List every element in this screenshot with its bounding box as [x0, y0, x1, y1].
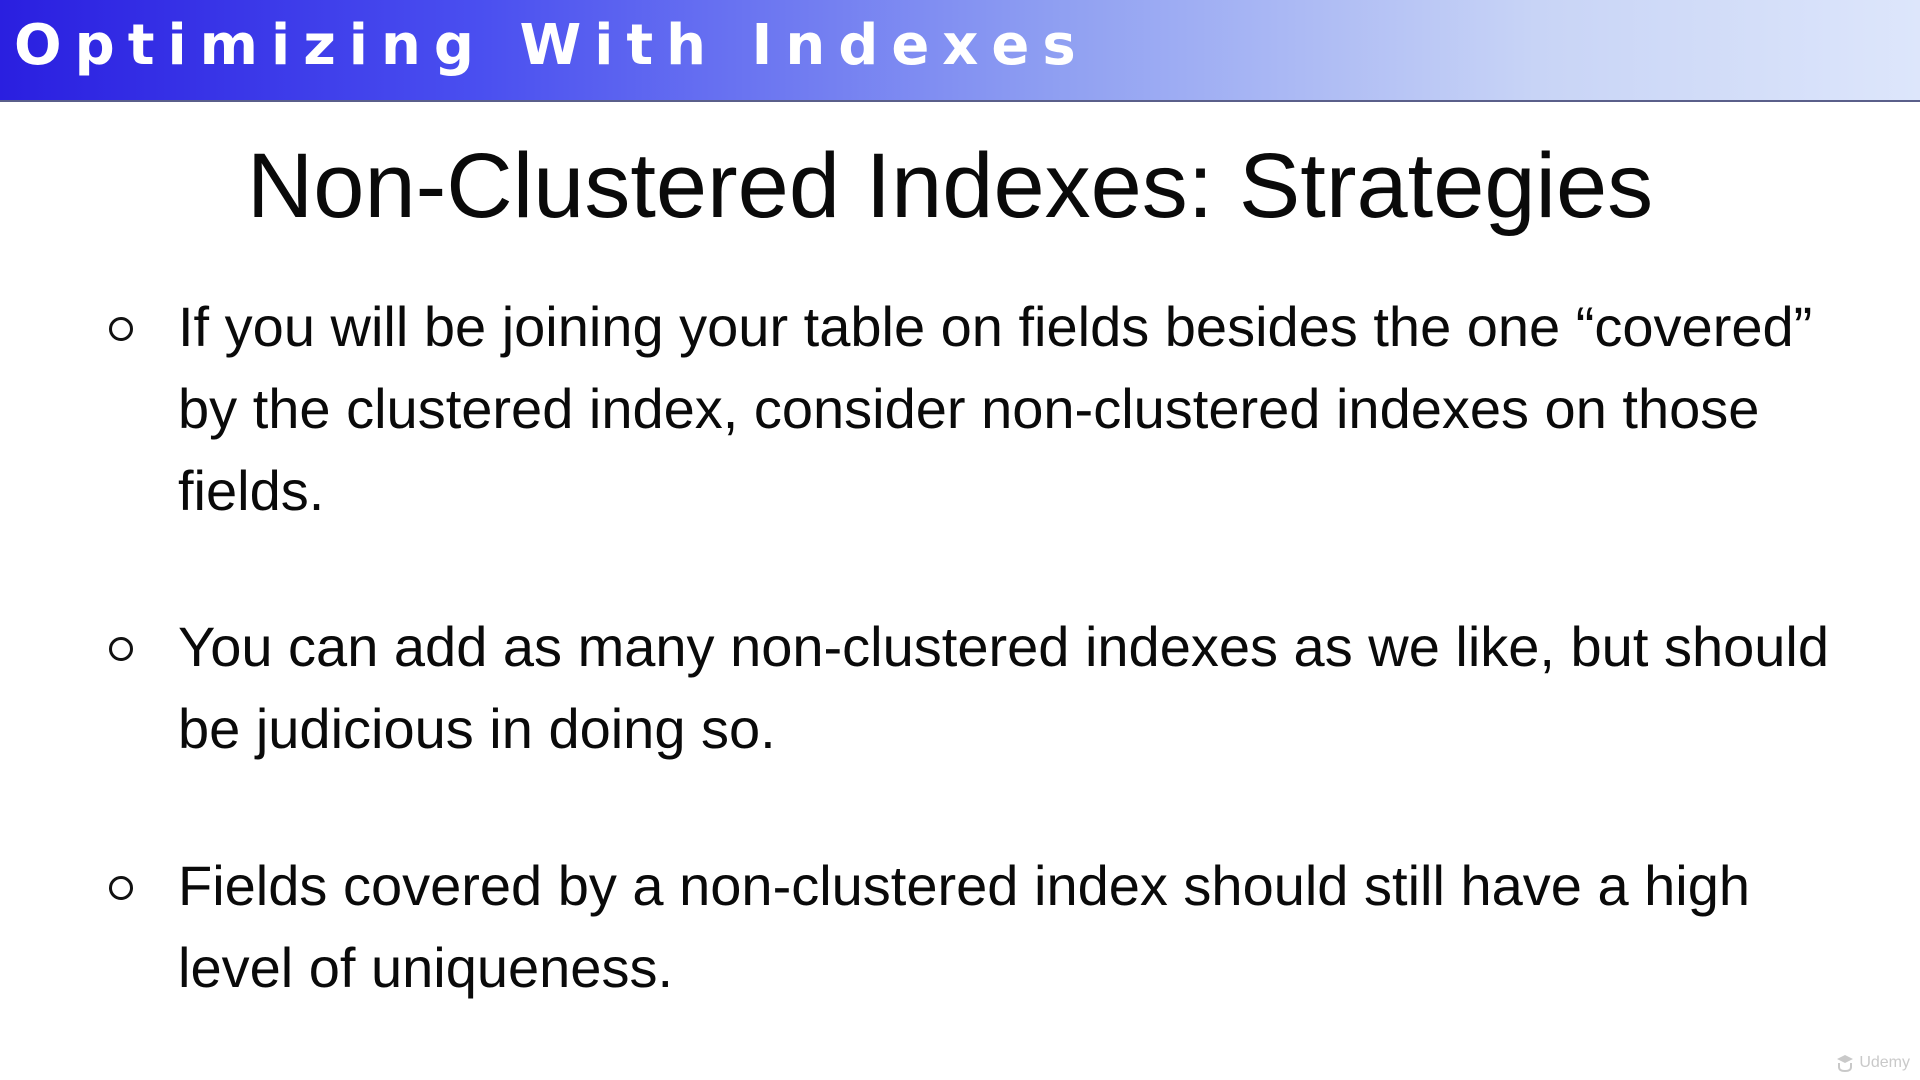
header-banner: Optimizing With Indexes [0, 0, 1920, 102]
bullet-text: If you will be joining your table on fie… [178, 295, 1813, 522]
hollow-circle-icon [109, 876, 133, 900]
banner-title: Optimizing With Indexes [14, 13, 1089, 78]
bullet-text: Fields covered by a non-clustered index … [178, 854, 1751, 999]
slide-title: Non-Clustered Indexes: Strategies [246, 135, 1654, 237]
hollow-circle-icon [109, 637, 133, 661]
udemy-watermark: Udemy [1835, 1054, 1910, 1072]
udemy-logo-icon [1837, 1055, 1854, 1072]
hollow-circle-icon [109, 317, 133, 341]
bullet-text: You can add as many non-clustered indexe… [178, 615, 1829, 760]
watermark-label: Udemy [1859, 1054, 1910, 1071]
